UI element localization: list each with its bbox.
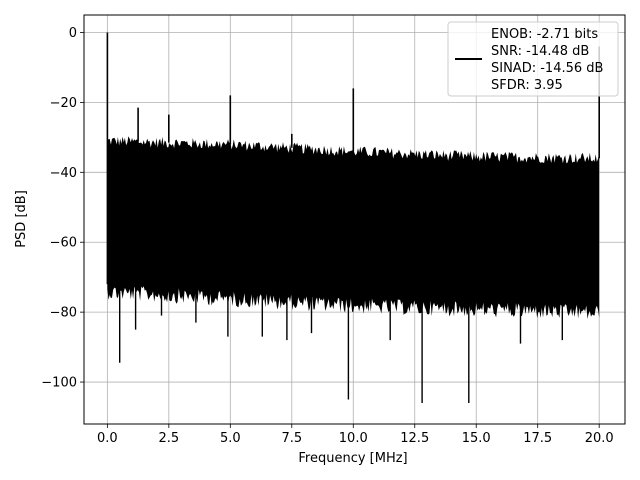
x-axis-label: Frequency [MHz] — [298, 451, 407, 466]
x-tick-label: 2.5 — [158, 431, 179, 446]
y-tick-label: −40 — [50, 166, 77, 181]
axes-frame — [83, 14, 626, 425]
y-tick-label: −60 — [50, 236, 77, 251]
x-tick-label: 20.0 — [585, 431, 614, 446]
x-tick-label: 17.5 — [523, 431, 552, 446]
x-tick-label: 15.0 — [462, 431, 491, 446]
y-tick-label: −20 — [50, 96, 77, 111]
x-tick-label: 5.0 — [220, 431, 241, 446]
spectral-dips — [114, 284, 563, 403]
x-tick-label: 12.5 — [400, 431, 429, 446]
y-tick-label: −80 — [50, 306, 77, 321]
x-tick-label: 7.5 — [281, 431, 302, 446]
y-axis-label: PSD [dB] — [14, 190, 29, 248]
x-tick-label: 10.0 — [339, 431, 368, 446]
noise-floor-band — [107, 136, 600, 319]
legend-sfdr: SFDR: 3.95 — [491, 78, 563, 93]
legend-sinad: SINAD: -14.56 dB — [491, 61, 603, 76]
x-axis-ticks: 0.0 2.5 5.0 7.5 10.0 12.5 15.0 17.5 20.0 — [97, 424, 614, 446]
legend-box — [447, 21, 619, 97]
spectral-spikes — [106, 32, 600, 285]
legend: ENOB: -2.71 bits SNR: -14.48 dB SINAD: -… — [447, 21, 619, 97]
y-tick-label: 0 — [69, 26, 77, 41]
x-tick-label: 0.0 — [97, 431, 118, 446]
legend-snr: SNR: -14.48 dB — [491, 44, 589, 59]
legend-enob: ENOB: -2.71 bits — [491, 27, 598, 42]
y-axis-ticks: 0 −20 −40 −60 −80 −100 — [41, 26, 84, 391]
y-tick-label: −100 — [41, 376, 77, 391]
psd-trace — [106, 32, 600, 403]
